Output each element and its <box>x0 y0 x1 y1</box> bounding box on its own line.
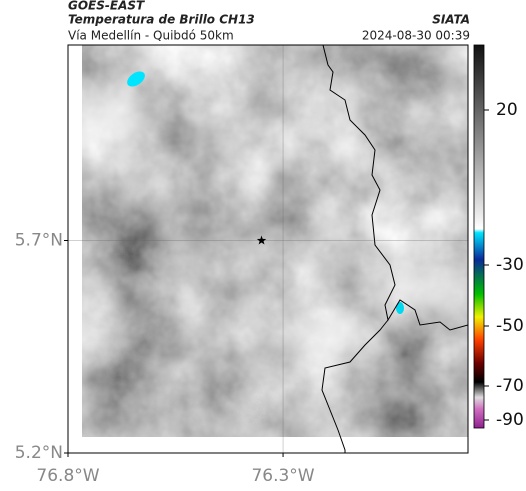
colorbar-label: -50 <box>496 316 524 336</box>
lat-tick-label: 5.2°N <box>15 443 63 463</box>
colorbar-label: 20 <box>496 100 518 120</box>
border-line <box>322 45 468 331</box>
colorbar-label: -30 <box>496 255 524 275</box>
lon-tick-label: 76.3°W <box>251 466 314 486</box>
border-line <box>321 319 389 453</box>
lat-tick-label: 5.7°N <box>15 231 63 251</box>
bright-cloud <box>270 305 390 375</box>
timestamp: 2024-08-30 00:39 <box>362 29 470 43</box>
location-marker <box>256 235 267 245</box>
source: SIATA <box>432 13 470 27</box>
cold-spot <box>396 302 404 314</box>
bright-cloud <box>350 240 468 340</box>
title: GOES-EAST <box>68 0 145 13</box>
satellite-image <box>68 45 468 453</box>
lon-tick-label: 76.8°W <box>36 466 99 486</box>
colorbar-label: -90 <box>496 410 524 430</box>
bright-cloud <box>68 65 180 155</box>
plot-frame <box>67 44 469 454</box>
subtitle: Temperatura de Brillo CH13 <box>68 13 255 27</box>
cold-spot <box>127 71 145 87</box>
route: Vía Medellín - Quibdó 50km <box>68 29 234 43</box>
colorbar <box>473 44 485 429</box>
colorbar-label: -70 <box>496 376 524 396</box>
